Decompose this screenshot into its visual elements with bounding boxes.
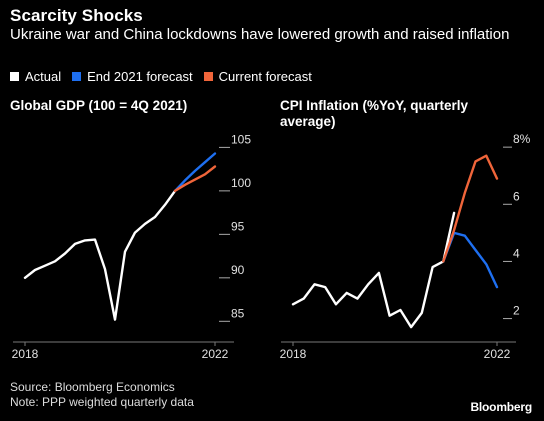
cpi-x-tick-label: 2022 xyxy=(484,347,511,361)
legend-item-end-2021-forecast: End 2021 forecast xyxy=(72,69,193,84)
gdp-x-tick-label: 2022 xyxy=(202,347,229,361)
legend: Actual End 2021 forecast Current forecas… xyxy=(10,68,323,84)
gdp-y-tick-label: 95 xyxy=(231,219,245,233)
legend-swatch-actual xyxy=(10,71,19,81)
legend-swatch-end-2021-forecast xyxy=(72,71,82,81)
gdp-y-tick-label: 105 xyxy=(231,132,251,146)
cpi-y-tick-label: 2 xyxy=(513,304,520,318)
cpi-y-tick-label: 4 xyxy=(513,246,520,260)
cpi-series-actual xyxy=(291,211,456,329)
legend-item-current-forecast: Current forecast xyxy=(203,68,312,84)
gdp-series-actual xyxy=(23,189,177,321)
gdp-series-current-forecast xyxy=(173,165,217,193)
chart-title: Scarcity Shocks xyxy=(10,6,143,25)
chart-subtitle: Ukraine war and China lockdowns have low… xyxy=(10,26,510,43)
gdp-panel-title: Global GDP (100 = 4Q 2021) xyxy=(10,98,188,113)
gdp-chart: 2018 2022 85 90 95 100 105 xyxy=(12,132,252,361)
gdp-y-tick-label: 90 xyxy=(231,263,245,277)
cpi-panel-title: CPI Inflation (%YoY, quarterly average) xyxy=(280,98,469,129)
gdp-y-tick-label: 85 xyxy=(231,306,245,320)
cpi-chart: 2018 2022 2 4 6 8% xyxy=(280,132,531,361)
gdp-series-end-2021-forecast xyxy=(173,152,217,193)
bloomberg-logo: Bloomberg xyxy=(470,400,532,414)
gdp-y-tick-label: 100 xyxy=(231,176,251,190)
cpi-y-tick-label: 6 xyxy=(513,189,520,203)
source-note: Source: Bloomberg Economics xyxy=(10,380,175,394)
cpi-x-tick-label: 2018 xyxy=(280,347,307,361)
cpi-series-current-forecast xyxy=(442,154,499,263)
gdp-x-tick-label: 2018 xyxy=(12,347,39,361)
legend-label-current-forecast: Current forecast xyxy=(218,68,312,84)
data-note: Note: PPP weighted quarterly data xyxy=(10,395,194,409)
cpi-y-tick-label: 8% xyxy=(513,132,531,146)
legend-swatch-current-forecast xyxy=(203,71,213,81)
legend-label-end-2021-forecast: End 2021 forecast xyxy=(87,68,193,84)
legend-item-actual: Actual xyxy=(10,69,61,84)
legend-label-actual: Actual xyxy=(25,68,62,84)
